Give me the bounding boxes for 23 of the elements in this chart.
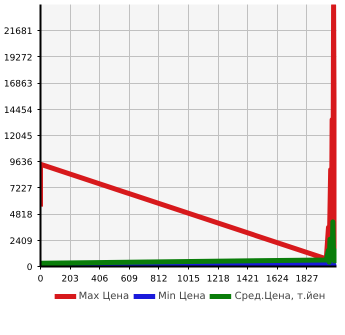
legend-label: Min Цена [158,290,206,302]
x-tick-label: 0 [38,274,44,284]
y-tick-label: 0 [26,263,33,273]
y-tick-label: 4818 [10,210,33,221]
y-tick-label: 14454 [4,106,33,116]
x-tick-label: 1624 [266,274,290,284]
y-tick-label: 16863 [4,80,33,90]
x-tick-label: 1827 [295,274,318,284]
x-tick-label: 609 [120,274,138,284]
x-tick-label: 406 [91,274,109,284]
legend-label: Сред.Цена, т.йен [234,290,326,302]
y-tick-label: 19272 [4,53,33,64]
y-tick-label: 12045 [4,132,33,142]
x-tick-label: 812 [150,274,168,284]
x-tick-label: 1218 [206,274,230,284]
y-tick-label: 9636 [10,158,33,168]
x-tick-label: 1421 [236,274,260,284]
legend-label: Max Цена [78,290,130,302]
y-tick-label: 2409 [10,236,33,247]
x-tick-label: 1015 [177,274,200,284]
y-tick-label: 21681 [4,27,33,38]
x-tick-label: 203 [62,274,79,284]
y-tick-label: 7227 [10,184,32,194]
